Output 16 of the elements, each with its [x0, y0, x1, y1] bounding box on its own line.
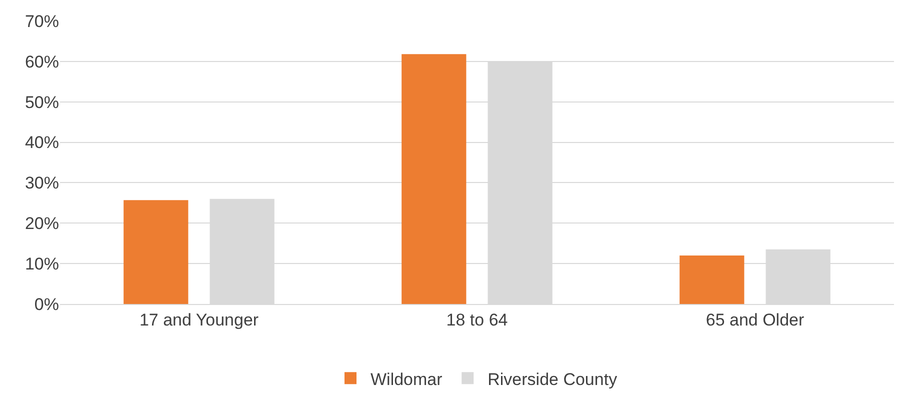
y-tick-label: 0%	[34, 294, 59, 314]
x-tick-label: 18 to 64	[446, 310, 508, 330]
y-tick-label: 20%	[24, 214, 59, 234]
y-tick-label: 40%	[24, 133, 59, 152]
y-tick-label: 60%	[24, 52, 59, 72]
legend-label: Wildomar	[370, 370, 443, 389]
bar	[680, 255, 744, 304]
bar	[124, 200, 188, 304]
y-tick-label: 10%	[24, 254, 59, 274]
x-tick-label: 65 and Older	[706, 310, 804, 330]
legend-label: Riverside County	[488, 370, 618, 389]
y-tick-label: 70%	[24, 12, 59, 31]
y-tick-label: 30%	[24, 174, 59, 193]
bar	[402, 54, 466, 304]
x-tick-label: 17 and Younger	[139, 310, 259, 330]
y-tick-label: 50%	[24, 92, 59, 112]
